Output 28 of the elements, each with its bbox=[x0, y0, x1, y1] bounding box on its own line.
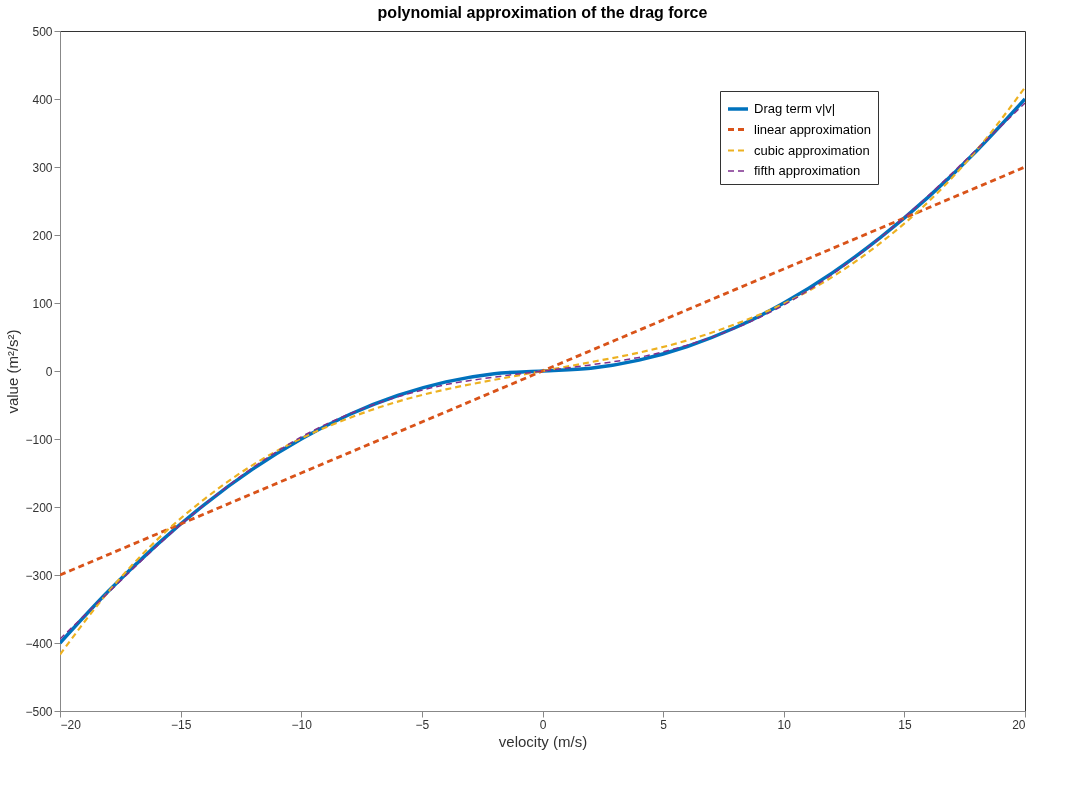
x-tick-label: 20 bbox=[1012, 717, 1026, 732]
x-tick-label: −15 bbox=[170, 717, 192, 732]
x-tick-label: 5 bbox=[660, 717, 668, 732]
legend-label: linear approximation bbox=[754, 121, 872, 137]
legend-label: cubic approximation bbox=[754, 142, 870, 158]
x-tick-label: −5 bbox=[415, 717, 430, 732]
y-tick-label: 400 bbox=[32, 92, 53, 107]
y-tick-label: 100 bbox=[32, 296, 53, 311]
y-tick-label: −200 bbox=[25, 500, 53, 515]
y-tick-label: −500 bbox=[25, 704, 53, 719]
chart-title: polynomial approximation of the drag force bbox=[377, 4, 708, 21]
y-tick-label: −300 bbox=[25, 568, 53, 583]
y-tick-label: −400 bbox=[25, 636, 53, 651]
x-tick-label: 15 bbox=[898, 717, 912, 732]
y-tick-label: 200 bbox=[32, 228, 53, 243]
legend-label: Drag term v|v| bbox=[754, 101, 836, 116]
x-tick-label: 0 bbox=[539, 717, 547, 732]
y-tick-label: 300 bbox=[32, 160, 53, 175]
x-tick-label: −20 bbox=[60, 717, 82, 732]
y-axis-title: value (m²/s²) bbox=[4, 329, 22, 414]
line-series bbox=[60, 165, 1025, 577]
x-axis-title: velocity (m/s) bbox=[498, 732, 588, 750]
x-tick-label: −10 bbox=[291, 717, 313, 732]
y-tick-label: −100 bbox=[25, 432, 53, 447]
x-tick-label: 10 bbox=[777, 717, 792, 732]
legend-label: fifth approximation bbox=[754, 163, 861, 178]
y-tick-label: 500 bbox=[32, 24, 53, 39]
y-tick-label: 0 bbox=[45, 364, 53, 379]
